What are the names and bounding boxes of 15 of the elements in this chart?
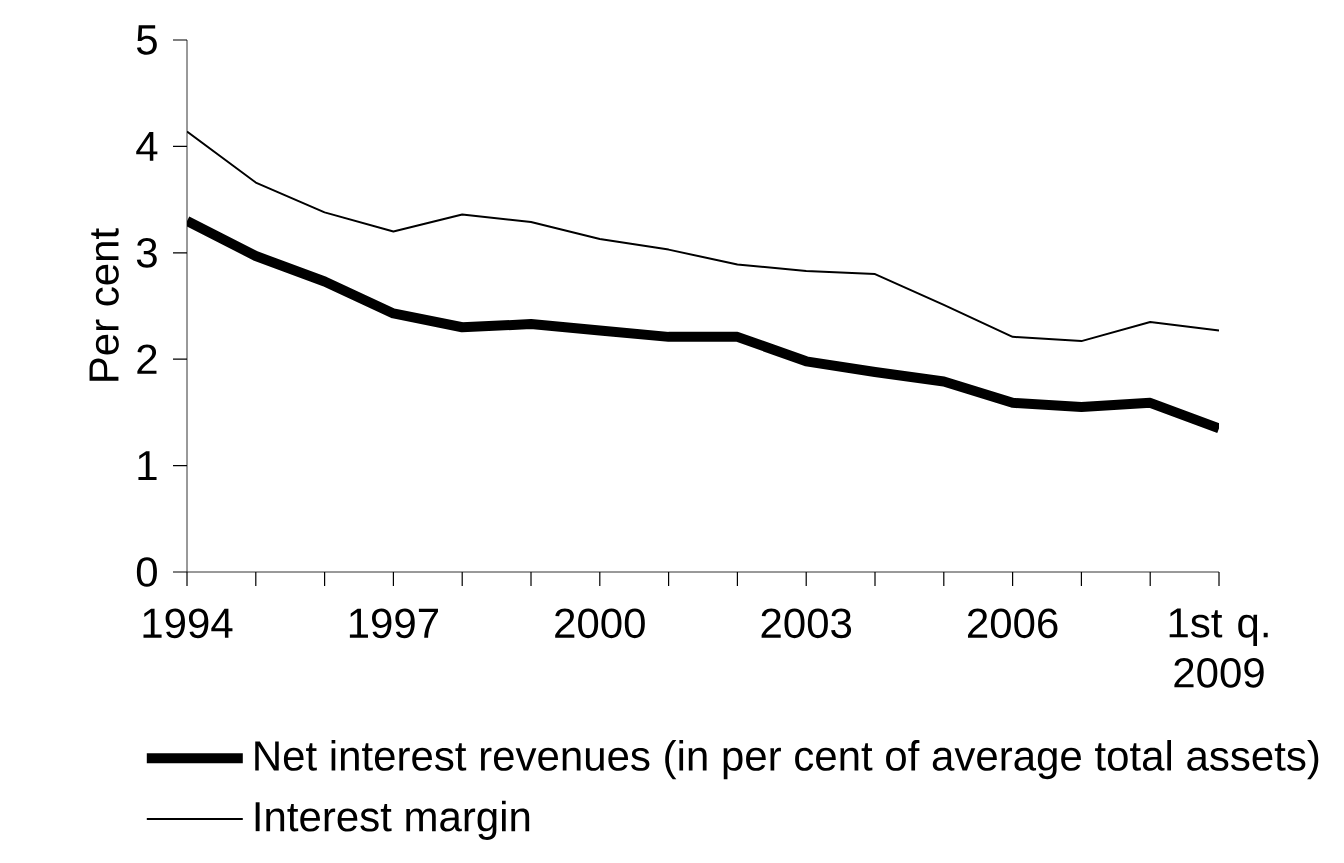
- x-tick-label: 1997: [349, 608, 438, 639]
- x-tick-label: 2006: [967, 608, 1058, 639]
- y-tick-label: 4: [136, 131, 158, 161]
- legend-label: Interest margin: [255, 800, 530, 840]
- x-tick-label: 2000: [555, 608, 645, 639]
- y-tick-label: 0: [136, 557, 157, 587]
- y-tick-label: 5: [136, 25, 157, 55]
- y-axis-title: Per cent: [89, 228, 119, 381]
- x-tick-label: 2003: [761, 608, 852, 639]
- x-tick-label: 1994: [143, 608, 233, 639]
- y-tick-label: 2: [137, 344, 157, 374]
- legend-label: Net interest revenues (in per cent of average total assets): [255, 740, 1319, 780]
- y-tick-label: 3: [136, 237, 157, 268]
- y-tick-label: 1: [138, 451, 157, 481]
- x-tick-label: 1st q. 2009: [1169, 608, 1268, 688]
